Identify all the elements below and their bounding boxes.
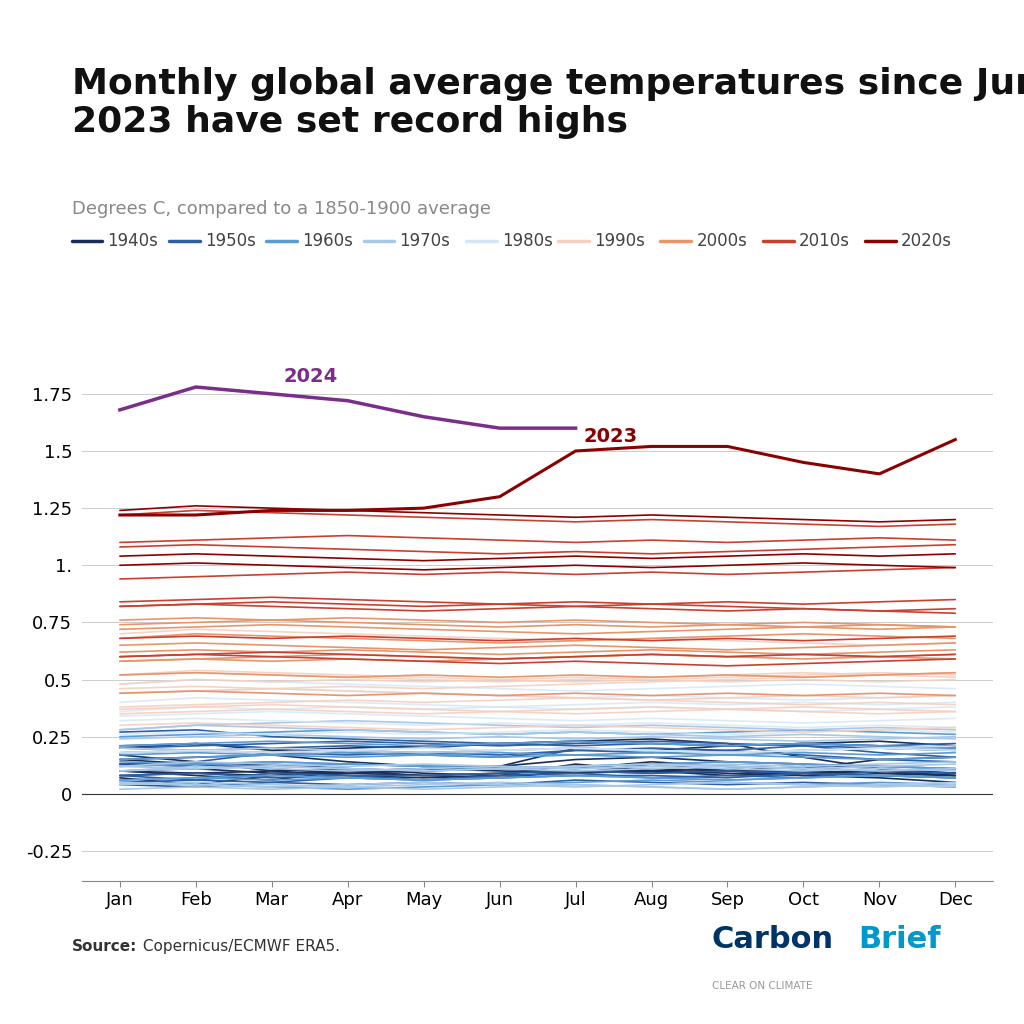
Text: Monthly global average temperatures since June
2023 have set record highs: Monthly global average temperatures sinc… (72, 67, 1024, 138)
Text: CLEAR ON CLIMATE: CLEAR ON CLIMATE (712, 981, 812, 991)
Text: 2000s: 2000s (696, 231, 748, 250)
Text: 2023: 2023 (583, 427, 637, 445)
Text: 1960s: 1960s (302, 231, 353, 250)
Text: 2020s: 2020s (901, 231, 952, 250)
Text: 1950s: 1950s (205, 231, 256, 250)
Text: 1970s: 1970s (399, 231, 451, 250)
Text: Source:: Source: (72, 939, 137, 954)
Text: 1980s: 1980s (502, 231, 553, 250)
Text: 2024: 2024 (284, 368, 338, 386)
Text: Brief: Brief (858, 926, 941, 954)
Text: 1990s: 1990s (594, 231, 645, 250)
Text: Copernicus/ECMWF ERA5.: Copernicus/ECMWF ERA5. (138, 939, 340, 954)
Text: 2010s: 2010s (799, 231, 850, 250)
Text: Degrees C, compared to a 1850-1900 average: Degrees C, compared to a 1850-1900 avera… (72, 200, 490, 218)
Text: 1940s: 1940s (108, 231, 159, 250)
Text: Carbon: Carbon (712, 926, 834, 954)
